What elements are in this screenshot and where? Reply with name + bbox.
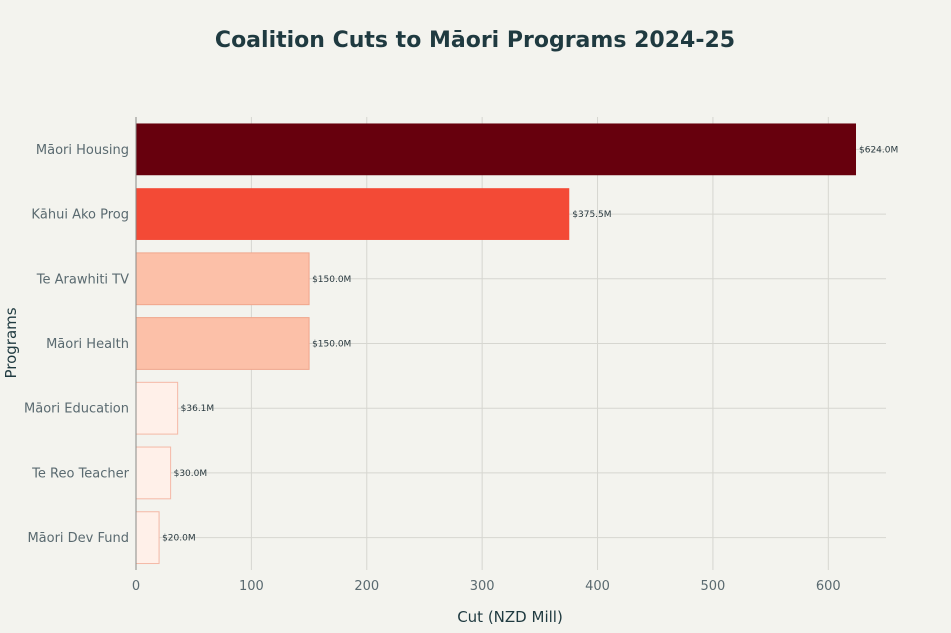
bar-value-label: $150.0M [312,275,351,285]
bar-value-label: $624.0M [859,145,898,155]
y-category-label: Te Reo Teacher [31,466,129,481]
y-category-label: Māori Health [46,337,129,352]
x-tick-label: 500 [701,579,726,594]
bar[interactable] [135,446,172,500]
chart-title: Coalition Cuts to Māori Programs 2024-25 [215,28,735,53]
bar-value-label: $30.0M [174,469,208,479]
x-axis-title: Cut (NZD Mill) [457,608,563,626]
y-category-label: Māori Dev Fund [27,531,129,546]
bar[interactable] [135,511,160,565]
y-category-label: Māori Education [24,402,129,417]
bar-value-label: $150.0M [312,340,351,350]
bar[interactable] [136,123,856,176]
bar[interactable] [135,317,310,370]
bar[interactable] [136,188,570,240]
x-tick-label: 300 [470,579,495,594]
bar-value-label: $375.5M [572,210,611,220]
y-category-label: Māori Housing [36,143,129,158]
grid-layer [136,117,886,570]
bar[interactable] [135,252,310,306]
y-axis-title: Programs [2,307,20,378]
x-tick-label: 400 [585,579,610,594]
x-tick-label: 0 [132,579,140,594]
y-category-label: Kāhui Ako Prog [31,208,129,223]
y-category-label: Te Arawhiti TV [36,272,129,287]
bars-layer [135,123,856,565]
labels-layer: 0 100 200 300 400 500 600 Māori Housing $624.0M K… [24,143,898,594]
x-tick-label: 100 [239,579,264,594]
x-tick-label: 600 [816,579,841,594]
bar-value-label: $20.0M [162,534,196,544]
x-tick-label: 200 [354,579,379,594]
bar-value-label: $36.1M [181,404,215,414]
bar[interactable] [135,381,179,435]
